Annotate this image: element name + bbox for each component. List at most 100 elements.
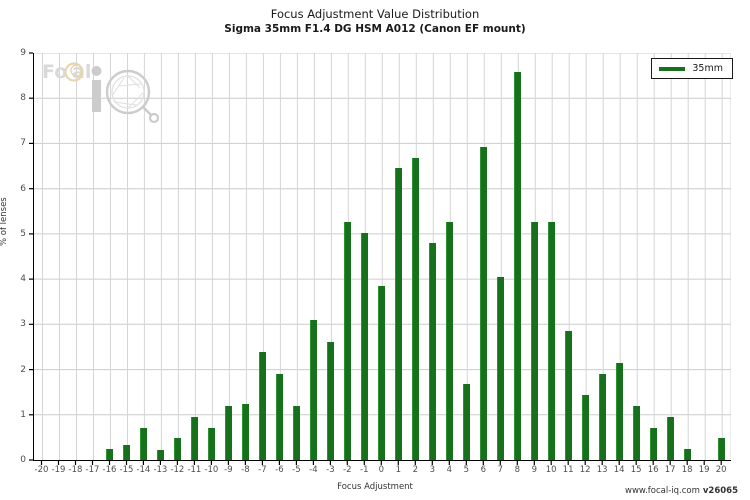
bar[interactable] — [530, 221, 538, 460]
bar[interactable] — [292, 405, 300, 460]
title-block: Focus Adjustment Value Distribution Sigm… — [0, 6, 750, 37]
x-tick-label: 11 — [562, 465, 574, 475]
bar[interactable] — [207, 427, 215, 460]
chart-subtitle: Sigma 35mm F1.4 DG HSM A012 (Canon EF mo… — [224, 23, 526, 35]
bar[interactable] — [394, 167, 402, 460]
x-tick-label: -12 — [170, 465, 185, 475]
x-tick-label: -19 — [51, 465, 66, 475]
x-tick-label: 18 — [681, 465, 693, 475]
bar[interactable] — [445, 221, 453, 460]
y-tick-label: 0 — [20, 455, 26, 465]
legend-swatch-35mm — [659, 66, 686, 71]
bar[interactable] — [428, 243, 436, 460]
bar[interactable] — [717, 438, 725, 460]
x-tick-label: -7 — [258, 465, 267, 475]
bar[interactable] — [360, 232, 368, 460]
x-tick-label: 0 — [378, 465, 384, 475]
bar[interactable] — [106, 449, 113, 460]
x-tick-label: -9 — [224, 465, 233, 475]
bar[interactable] — [326, 341, 334, 460]
bar[interactable] — [139, 427, 147, 460]
footer-url: www.focal-iq.com — [625, 486, 700, 496]
x-tick-label: -4 — [309, 465, 318, 475]
y-tick-label: 5 — [20, 228, 26, 239]
x-tick-label: -3 — [326, 465, 335, 475]
x-tick-label: -18 — [68, 465, 83, 475]
x-tick-label: 4 — [446, 465, 452, 475]
x-tick-label: 1 — [395, 465, 401, 475]
bar[interactable] — [275, 373, 283, 460]
x-tick-label: -1 — [360, 465, 369, 475]
x-tick-label: 10 — [545, 465, 557, 475]
x-tick-label: -6 — [275, 465, 284, 475]
bar[interactable] — [666, 416, 674, 460]
bar[interactable] — [615, 362, 623, 460]
x-tick-label: 5 — [463, 465, 469, 475]
bar[interactable] — [649, 427, 657, 460]
x-tick-label: -20 — [34, 465, 49, 475]
x-tick-label: -13 — [153, 465, 168, 475]
footer-version: v26065 — [702, 486, 738, 496]
x-tick-label: 15 — [630, 465, 642, 475]
x-tick-label: -14 — [136, 465, 151, 475]
y-tick-label: 9 — [20, 48, 26, 58]
page-title: Focus Adjustment Value Distribution — [270, 7, 480, 21]
y-tick-label: 6 — [20, 183, 26, 194]
bar[interactable] — [581, 395, 589, 460]
x-axis-title: Focus Adjustment — [337, 482, 413, 492]
bar[interactable] — [156, 450, 164, 460]
y-tick-label: 3 — [20, 319, 26, 330]
y-tick-label: 4 — [20, 274, 26, 285]
bar[interactable] — [683, 449, 691, 460]
bar[interactable] — [496, 276, 504, 460]
x-tick-label: 14 — [613, 465, 625, 475]
x-tick-label: -5 — [292, 465, 301, 475]
x-tick-label: -17 — [85, 465, 100, 475]
x-tick-label: 8 — [514, 465, 520, 475]
x-tick-label: 16 — [647, 465, 659, 475]
x-tick-label: 20 — [715, 465, 727, 475]
x-tick-label: -8 — [241, 465, 250, 475]
y-tick-label: 2 — [20, 364, 26, 375]
bar[interactable] — [224, 405, 232, 460]
bar[interactable] — [258, 352, 266, 460]
x-tick-label: 9 — [531, 465, 537, 475]
bar[interactable] — [462, 384, 470, 460]
bar[interactable] — [411, 157, 419, 460]
x-tick-label: -10 — [204, 465, 219, 475]
bar[interactable] — [632, 405, 640, 460]
bar[interactable] — [343, 221, 351, 460]
x-tick-label: -15 — [119, 465, 134, 475]
bar[interactable] — [173, 438, 181, 460]
bar[interactable] — [547, 221, 555, 460]
bar[interactable] — [241, 403, 249, 460]
x-tick-label: 17 — [664, 465, 676, 475]
bar[interactable] — [513, 71, 521, 460]
bar[interactable] — [309, 319, 317, 460]
bar[interactable] — [377, 286, 385, 460]
x-tick-label: 2 — [412, 465, 418, 475]
bar[interactable] — [564, 330, 572, 460]
x-tick-label: -2 — [343, 465, 352, 475]
x-tick-label: 7 — [497, 465, 503, 475]
x-tick-label: -11 — [187, 465, 202, 475]
bar[interactable] — [479, 146, 487, 460]
bar[interactable] — [123, 445, 130, 460]
x-tick-label: -16 — [102, 465, 117, 475]
y-tick-label: 8 — [20, 93, 26, 104]
x-tick-label: 19 — [698, 465, 710, 475]
bar[interactable] — [190, 416, 198, 460]
footer: www.focal-iq.com v26065 — [625, 486, 738, 496]
x-tick-label: 6 — [480, 465, 486, 475]
x-tick-label: 3 — [429, 465, 435, 475]
y-tick-label: 1 — [20, 409, 26, 420]
bar[interactable] — [598, 373, 606, 460]
x-tick-label: 12 — [579, 465, 591, 475]
legend-label-35mm: 35mm — [692, 63, 723, 74]
y-tick-label: 7 — [20, 138, 26, 149]
x-tick-label: 13 — [596, 465, 608, 475]
y-axis-title: % of lenses — [0, 197, 9, 246]
legend[interactable]: 35mm — [651, 58, 733, 79]
